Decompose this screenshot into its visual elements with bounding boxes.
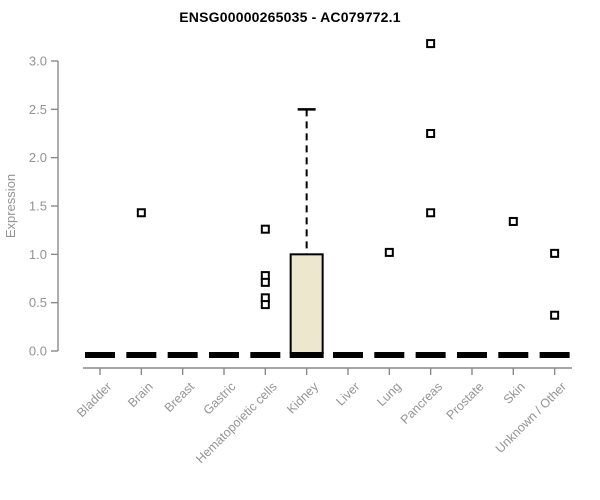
outlier-point — [384, 247, 394, 257]
median-line — [539, 352, 570, 358]
x-tick-label: Bladder — [74, 380, 114, 420]
x-tick-label: Hematopoietic cells — [193, 380, 280, 467]
x-tick-label: Breast — [162, 379, 198, 415]
y-tick-label: 1.5 — [29, 198, 47, 213]
x-tick-label: Prostate — [444, 380, 487, 423]
x-tick-label: Kidney — [284, 379, 321, 416]
x-tick-label: Skin — [501, 380, 528, 407]
outlier-point — [426, 208, 436, 218]
y-tick-label: 3.0 — [29, 53, 47, 68]
chart-title: ENSG00000265035 - AC079772.1 — [179, 9, 401, 25]
outlier-point — [550, 310, 560, 320]
y-tick-label: 1.0 — [29, 247, 47, 262]
outlier-point — [136, 208, 146, 218]
outlier-point — [260, 224, 270, 234]
median-line — [332, 352, 363, 358]
x-tick-label: Brain — [125, 380, 156, 411]
x-tick-label: Lung — [374, 380, 404, 410]
median-line — [374, 352, 405, 358]
x-tick-label: Liver — [333, 380, 362, 409]
median-line — [167, 352, 198, 358]
outlier-point — [508, 216, 518, 226]
y-axis-title: Expression — [3, 174, 18, 238]
y-tick-label: 0.0 — [29, 344, 47, 359]
y-tick-label: 2.5 — [29, 102, 47, 117]
x-tick-label: Pancreas — [398, 380, 445, 427]
median-line — [208, 352, 239, 358]
median-line — [289, 352, 324, 358]
median-line — [250, 352, 281, 358]
box — [289, 253, 324, 354]
outlier-point — [426, 39, 436, 49]
outlier-point — [260, 300, 270, 310]
x-tick-label: Unknown / Other — [493, 380, 569, 456]
median-line — [415, 352, 446, 358]
median-line — [126, 352, 157, 358]
x-tick-label: Gastric — [201, 380, 239, 418]
outlier-point — [426, 128, 436, 138]
y-tick-label: 0.5 — [29, 295, 47, 310]
y-tick-label: 2.0 — [29, 150, 47, 165]
median-line — [498, 352, 529, 358]
median-line — [456, 352, 487, 358]
median-line — [85, 352, 115, 358]
outlier-point — [260, 277, 270, 287]
outlier-point — [550, 248, 560, 258]
